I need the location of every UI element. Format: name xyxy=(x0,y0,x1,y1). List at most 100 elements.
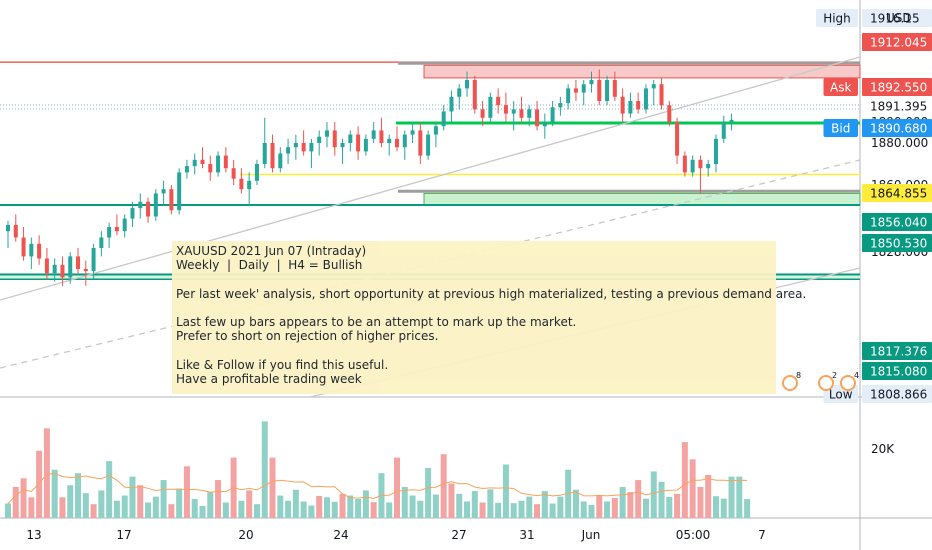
volume-bar xyxy=(650,471,657,518)
volume-bar xyxy=(51,469,58,518)
candle xyxy=(496,88,501,114)
candle-body xyxy=(675,122,680,156)
volume-bar xyxy=(246,490,253,518)
candle-body xyxy=(161,189,166,194)
candle xyxy=(441,105,446,131)
analysis-note[interactable]: XAUUSD 2021 Jun 07 (Intraday) Weekly | D… xyxy=(172,241,806,394)
candle xyxy=(286,138,291,164)
volume-bar xyxy=(168,504,175,518)
volume-bar xyxy=(370,502,377,518)
candle-body xyxy=(643,88,648,110)
volume-bar xyxy=(487,489,494,518)
badge-circle xyxy=(818,375,834,391)
candle-body xyxy=(488,96,493,118)
volume-bar xyxy=(440,454,447,518)
candle xyxy=(519,96,524,122)
price-label: 1912.045 xyxy=(862,33,932,51)
candle-body xyxy=(192,159,197,167)
volume-bar xyxy=(448,483,455,518)
volume-bar xyxy=(541,491,548,518)
candle-body xyxy=(208,164,213,173)
y-tick-label: 1880.000 xyxy=(871,136,928,150)
candle xyxy=(216,151,221,177)
candle-body xyxy=(99,237,104,248)
price-label-value: 1808.866 xyxy=(870,388,927,402)
candle xyxy=(628,92,633,118)
candle xyxy=(589,71,594,93)
candle xyxy=(581,80,586,106)
volume-bar xyxy=(160,480,167,518)
candle-body xyxy=(52,264,57,274)
volume-bar xyxy=(176,488,183,518)
candle-body xyxy=(605,80,610,101)
candle xyxy=(356,126,361,160)
candle xyxy=(503,92,508,122)
candle-body xyxy=(83,269,88,272)
candle-body xyxy=(13,224,18,238)
candle xyxy=(418,122,423,164)
candle-body xyxy=(239,178,244,190)
candle-body xyxy=(60,264,65,278)
candle-body xyxy=(37,243,42,259)
volume-bar xyxy=(557,496,564,518)
candle-body xyxy=(535,109,540,127)
badge-count: 4 xyxy=(854,371,859,380)
volume-bar xyxy=(5,503,11,518)
candle xyxy=(37,235,42,265)
price-label-box xyxy=(862,213,932,231)
candle xyxy=(6,220,10,248)
x-tick-label: 31 xyxy=(519,528,534,542)
volume-bar xyxy=(269,457,276,518)
candle-body xyxy=(542,122,547,127)
candle-body xyxy=(348,134,353,143)
candle xyxy=(535,101,540,131)
volume-bar xyxy=(705,474,712,518)
volume-bar xyxy=(191,499,198,518)
volume-bar xyxy=(129,476,136,518)
candle xyxy=(426,130,431,160)
candle-body xyxy=(620,96,625,114)
x-tick-label: 20 xyxy=(238,528,253,542)
volume-bar xyxy=(409,495,416,518)
volume-bar xyxy=(549,503,556,518)
candle xyxy=(293,134,298,160)
candle-body xyxy=(324,130,329,137)
note-bias: Weekly | Daily | H4 = Bullish xyxy=(176,258,363,273)
candle-body xyxy=(153,193,158,217)
candle-body xyxy=(177,172,182,211)
price-tag-box xyxy=(823,119,858,137)
volume-bar xyxy=(432,494,439,518)
candle-body xyxy=(519,109,524,118)
volume-bar xyxy=(323,497,330,518)
candle-body xyxy=(76,256,81,269)
candle xyxy=(480,101,485,127)
price-label-box xyxy=(862,234,932,252)
volume-bar xyxy=(12,486,19,518)
candle-body xyxy=(449,96,454,112)
volume-bar xyxy=(697,486,704,518)
candle xyxy=(29,237,34,269)
candle-body xyxy=(262,143,267,164)
candle-body xyxy=(21,237,26,257)
volume-bar xyxy=(145,502,152,518)
candle xyxy=(184,159,189,179)
candle xyxy=(223,147,228,173)
candle-body xyxy=(465,80,470,89)
candle xyxy=(643,84,648,114)
candle-body xyxy=(278,153,283,169)
volume-bar xyxy=(417,500,424,518)
badge-count: 8 xyxy=(796,371,801,380)
volume-bar xyxy=(588,504,595,518)
candle xyxy=(690,155,695,177)
price-label-value: 1916.15 xyxy=(870,12,920,26)
candle xyxy=(410,122,415,143)
volume-ma-line xyxy=(7,472,748,504)
badge-circle xyxy=(840,375,856,391)
note-line-3: Prefer to short on rejection of higher p… xyxy=(176,329,439,344)
volume-bar xyxy=(222,502,229,518)
candle-body xyxy=(581,84,586,93)
volume-bar xyxy=(619,486,626,518)
candle xyxy=(488,92,493,122)
candle xyxy=(433,122,438,148)
